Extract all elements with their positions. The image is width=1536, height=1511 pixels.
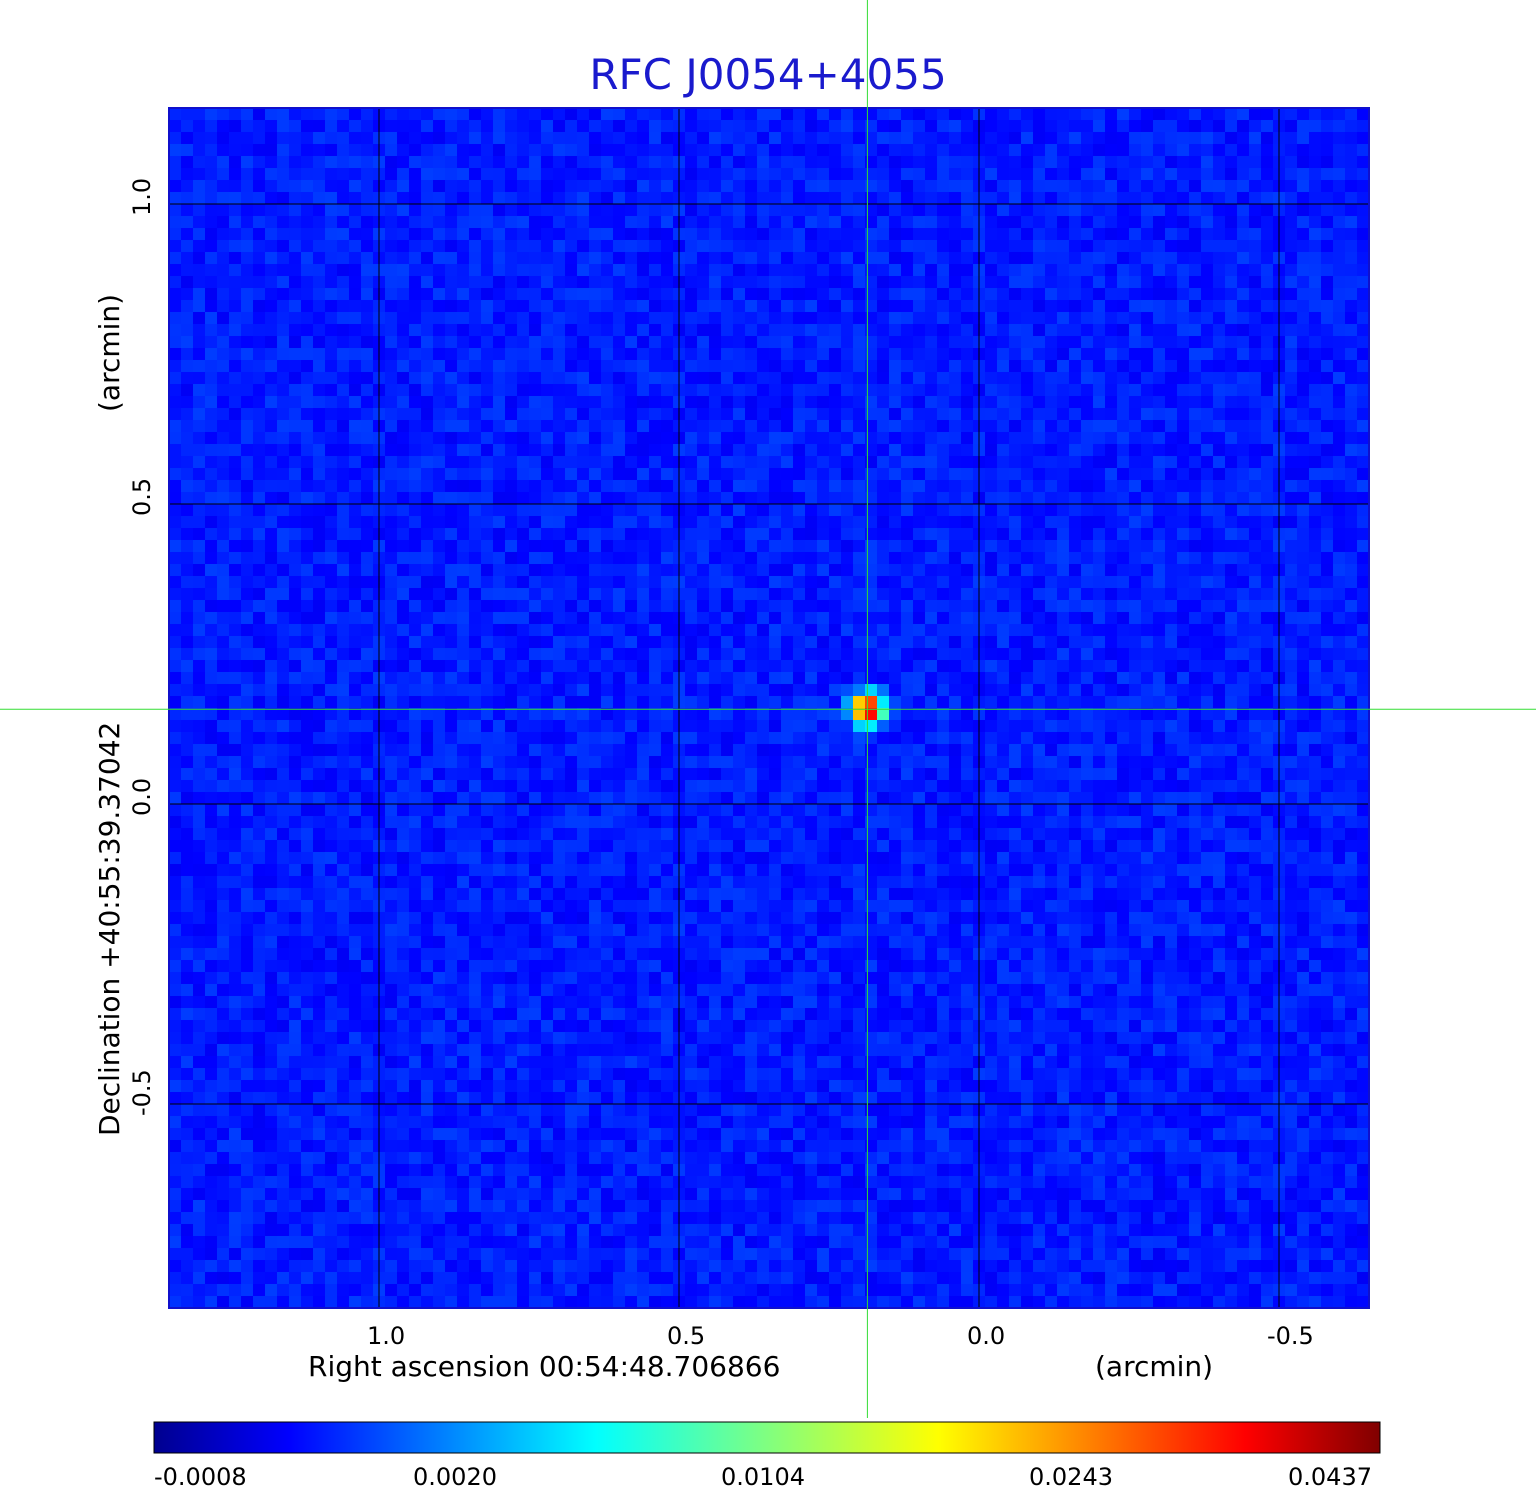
- plot-frame: [168, 107, 1370, 1309]
- x-tick-label: -0.5: [1267, 1322, 1314, 1350]
- colorbar-tick-label: 0.0020: [413, 1463, 497, 1491]
- y-tick-label: 0.5: [128, 477, 156, 516]
- y-tick-label: -0.5: [128, 1069, 156, 1116]
- chart-title: RFC J0054+4055: [589, 50, 947, 99]
- image-pixels: [169, 108, 1370, 1309]
- y-axis-label: Declination +40:55:39.37042: [93, 721, 126, 1136]
- x-axis-label: Right ascension 00:54:48.706866: [308, 1350, 781, 1383]
- x-tick-label: 1.0: [367, 1322, 406, 1350]
- y-axis-unit: (arcmin): [93, 293, 126, 412]
- colorbar-tick-label: -0.0008: [154, 1463, 247, 1491]
- x-axis-unit: (arcmin): [1095, 1350, 1214, 1383]
- colorbar-tick-label: 0.0104: [721, 1463, 805, 1491]
- x-tick-label: 0.0: [967, 1322, 1006, 1350]
- colorbar: [153, 1421, 1381, 1454]
- y-tick-label: 1.0: [128, 177, 156, 216]
- y-tick-label: 0.0: [128, 777, 156, 816]
- colorbar-tick-label: 0.0437: [1288, 1463, 1372, 1491]
- x-tick-label: 0.5: [667, 1322, 706, 1350]
- colorbar-tick-label: 0.0243: [1029, 1463, 1113, 1491]
- grid-lines: [169, 108, 1369, 1308]
- crosshair: [0, 0, 1536, 1418]
